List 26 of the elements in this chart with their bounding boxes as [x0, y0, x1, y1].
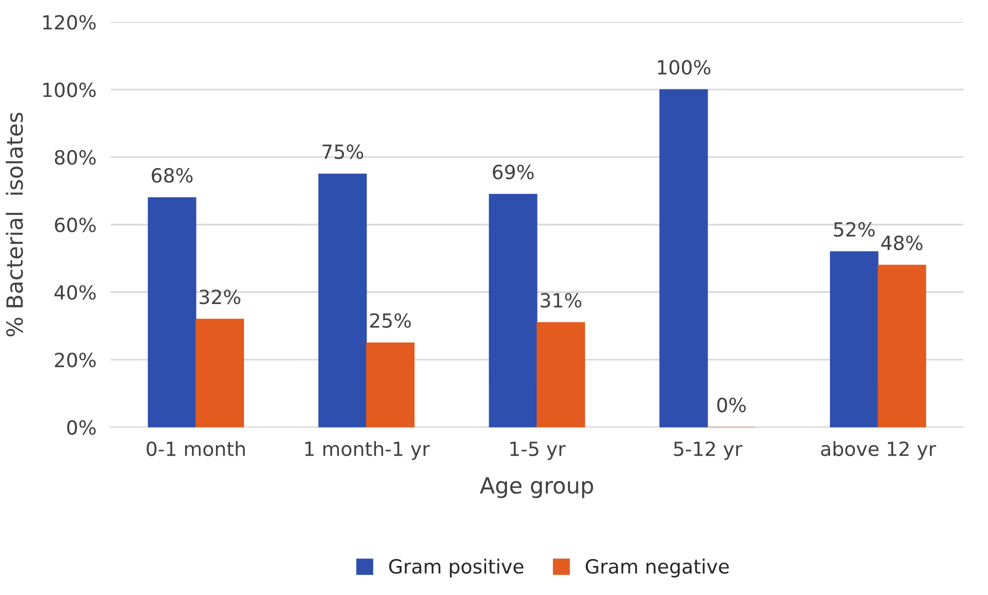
- y-tick-label: 80%: [54, 150, 96, 165]
- x-tick-label: above 12 yr: [821, 441, 936, 460]
- y-axis-title: % Bacterial isolates: [6, 112, 23, 336]
- data-label: 31%: [540, 292, 582, 308]
- data-label: 25%: [370, 313, 411, 328]
- x-tick-label: 0-1 month: [146, 441, 245, 456]
- legend-label: Gram negative: [586, 558, 729, 578]
- x-tick-label: 5-12 yr: [674, 441, 742, 460]
- legend-label: Gram positive: [389, 558, 524, 578]
- y-tick-label: 0%: [67, 420, 96, 435]
- y-tick-label: 40%: [54, 285, 96, 300]
- x-tick-label: 1 month-1 yr: [305, 441, 430, 460]
- x-tick-label: 1-5 yr: [510, 442, 566, 460]
- y-tick-label: 20%: [54, 352, 96, 368]
- y-tick-label: 120%: [43, 14, 96, 30]
- data-label: 69%: [492, 164, 534, 180]
- data-label: 52%: [834, 222, 875, 237]
- x-axis-title: Age group: [480, 477, 594, 498]
- y-tick-label: 60%: [54, 218, 96, 232]
- data-label: 100%: [658, 60, 710, 75]
- data-label: 75%: [322, 144, 364, 160]
- data-label: 68%: [152, 168, 193, 183]
- data-label: 0%: [717, 398, 746, 412]
- data-label: 48%: [881, 236, 922, 250]
- y-tick-label: 100%: [43, 82, 96, 98]
- data-label: 32%: [200, 290, 240, 304]
